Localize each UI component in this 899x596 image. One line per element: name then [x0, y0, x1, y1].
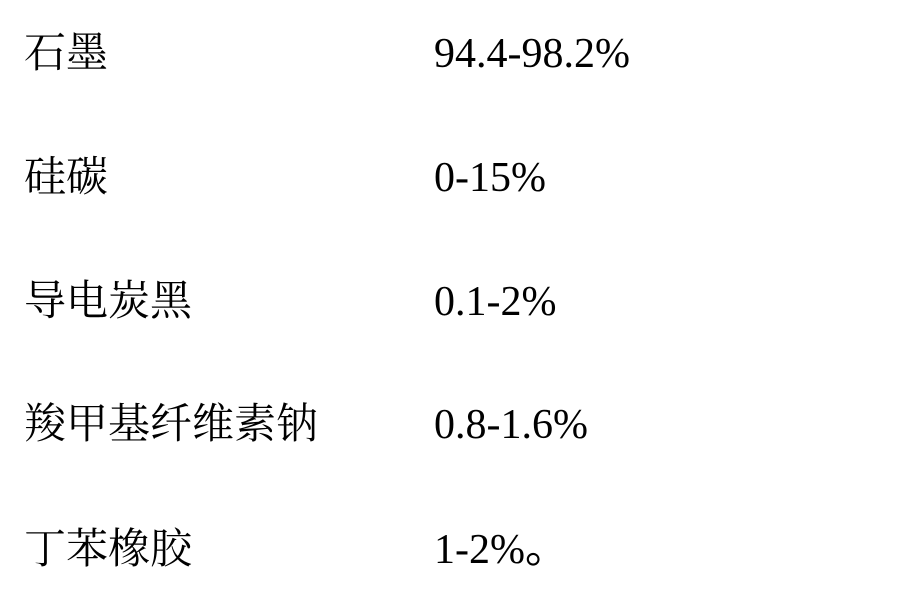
table-row: 石墨 94.4-98.2% — [24, 20, 875, 80]
percentage-value: 0.8-1.6% — [434, 401, 588, 449]
ingredient-label: 石墨 — [24, 20, 434, 80]
percentage-value: 1-2%。 — [434, 515, 567, 576]
ingredient-label: 导电炭黑 — [24, 268, 434, 328]
ingredient-label: 羧甲基纤维素钠 — [24, 391, 434, 451]
table-row: 羧甲基纤维素钠 0.8-1.6% — [24, 391, 875, 451]
table-row: 丁苯橡胶 1-2%。 — [24, 515, 875, 576]
table-row: 硅碳 0-15% — [24, 144, 875, 204]
percentage-value: 94.4-98.2% — [434, 30, 630, 78]
composition-table: 石墨 94.4-98.2% 硅碳 0-15% 导电炭黑 0.1-2% 羧甲基纤维… — [0, 0, 899, 596]
percentage-value: 0-15% — [434, 154, 546, 202]
ingredient-label: 丁苯橡胶 — [24, 516, 434, 576]
percentage-value: 0.1-2% — [434, 278, 556, 326]
table-row: 导电炭黑 0.1-2% — [24, 268, 875, 328]
ingredient-label: 硅碳 — [24, 144, 434, 204]
